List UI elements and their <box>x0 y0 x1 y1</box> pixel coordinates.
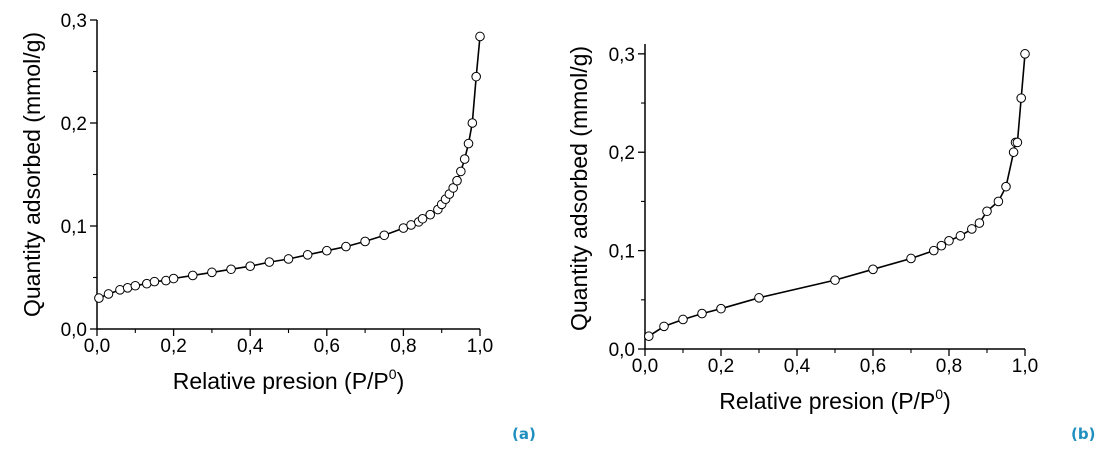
chart-a-y-tick-label: 0,1 <box>61 217 87 238</box>
chart-b-data-point <box>936 240 947 251</box>
chart-b-data-point <box>697 308 707 319</box>
chart-b-x-axis-label: Relative presion (P/P0) <box>719 386 951 414</box>
chart-a-data-point <box>475 31 485 42</box>
chart-a-x-tick-label: 0,8 <box>390 336 416 357</box>
chart-a-data-point <box>452 175 462 186</box>
chart-panel-b: 0,0 0,2 0,4 0,6 0,8 1,0 0,0 0,1 0,2 0,3 Relative p… <box>550 0 1101 468</box>
chart-b-data-point <box>678 314 688 325</box>
chart-b-y-tick-label: 0,1 <box>609 242 635 263</box>
chart-a-y-axis-label: Quantity adsorbed (mmol/g) <box>19 32 45 317</box>
chart-b-y-tick-label: 0,0 <box>609 340 635 361</box>
chart-a-data-point <box>467 118 478 128</box>
panel-label-b: (b) <box>1071 425 1096 443</box>
chart-a-y-tick-label: 0,2 <box>61 114 87 135</box>
chart-b-x-tick-label: 0,8 <box>936 356 962 377</box>
chart-a-data-point <box>149 276 160 287</box>
chart-b-x-tick-label: 1,0 <box>1012 356 1038 377</box>
chart-b-data-point <box>982 206 992 217</box>
chart-a-data-point <box>283 254 294 264</box>
chart-a-data-point <box>168 273 179 284</box>
chart-a-x-tick-label: 0,4 <box>237 336 264 357</box>
chart-a-data-point <box>302 250 313 260</box>
chart-a-data-point <box>448 183 458 193</box>
chart-a-data-point <box>459 154 470 164</box>
panel-label-a: (a) <box>512 425 536 443</box>
chart-a-data-point <box>94 293 104 303</box>
chart-b-data-point <box>644 331 654 342</box>
chart-b-data-point <box>1016 93 1027 103</box>
chart-a-data-point <box>379 230 390 241</box>
chart-a-data-point <box>456 166 466 177</box>
chart-b-x-tick-label: 0,2 <box>708 356 734 377</box>
chart-b-x-tick-label: 0,6 <box>860 356 886 377</box>
chart-b-data-point <box>716 303 726 314</box>
chart-b-y-tick-label: 0,3 <box>609 45 635 66</box>
chart-b-data-point <box>754 293 764 303</box>
chart-a-data-point <box>463 138 474 149</box>
chart-b-svg: 0,0 0,2 0,4 0,6 0,8 1,0 0,0 0,1 0,2 0,3 Relative p… <box>566 44 1038 414</box>
chart-b-data-point <box>929 245 939 256</box>
chart-b-data-point <box>1008 147 1019 158</box>
chart-a-data-point <box>103 289 114 299</box>
chart-a-data-point <box>207 267 217 278</box>
chart-b-data-point <box>974 218 985 228</box>
chart-b-data-point <box>868 264 878 275</box>
chart-b-y-axis-label: Quantity adsorbed (mmol/g) <box>566 46 592 331</box>
chart-a-data-point <box>322 245 332 256</box>
chart-a-data-point <box>341 241 351 252</box>
chart-a-data-point <box>360 236 370 247</box>
chart-a-data-point <box>245 261 255 271</box>
chart-b-data-point <box>1012 137 1023 148</box>
chart-b-data-point <box>659 321 669 332</box>
chart-a-y-tick-label: 0,3 <box>61 11 87 32</box>
chart-b-data-point <box>993 196 1004 207</box>
chart-b-y-tick-label: 0,2 <box>609 143 635 164</box>
chart-panel-a: 0,0 0,2 0,4 0,6 0,8 1,0 0,0 0,1 0,2 0,3 Relative p… <box>0 0 540 468</box>
chart-a-data-point <box>226 264 236 275</box>
chart-b-data-point <box>955 231 966 241</box>
chart-a-data-point <box>187 270 198 281</box>
chart-a-x-axis-label: Relative presion (P/P0) <box>173 366 405 394</box>
chart-a-data-point <box>417 213 428 224</box>
chart-a-x-tick-label: 0,6 <box>314 336 340 357</box>
chart-b-data-point <box>944 235 954 246</box>
chart-b-x-tick-label: 0,0 <box>632 356 658 377</box>
chart-a-data-point <box>264 257 275 267</box>
chart-a-x-tick-label: 0,2 <box>160 336 186 357</box>
chart-b-data-point <box>906 253 916 264</box>
chart-b-data-point <box>830 275 840 285</box>
chart-b-data-point <box>1001 181 1011 192</box>
chart-a-data-point <box>425 209 436 220</box>
chart-b-data-point <box>1020 49 1030 59</box>
chart-a-data-point <box>130 280 141 291</box>
chart-a-svg: 0,0 0,2 0,4 0,6 0,8 1,0 0,0 0,1 0,2 0,3 Relative p… <box>19 11 493 394</box>
chart-b-x-tick-label: 0,4 <box>784 356 811 377</box>
chart-a-x-tick-label: 1,0 <box>467 336 493 357</box>
chart-b-series-line <box>648 53 1026 337</box>
chart-a-x-tick-label: 0,0 <box>84 336 110 357</box>
chart-b-data-point <box>967 224 977 234</box>
chart-a-data-point <box>471 71 481 82</box>
chart-a-y-tick-label: 0,0 <box>61 320 87 341</box>
